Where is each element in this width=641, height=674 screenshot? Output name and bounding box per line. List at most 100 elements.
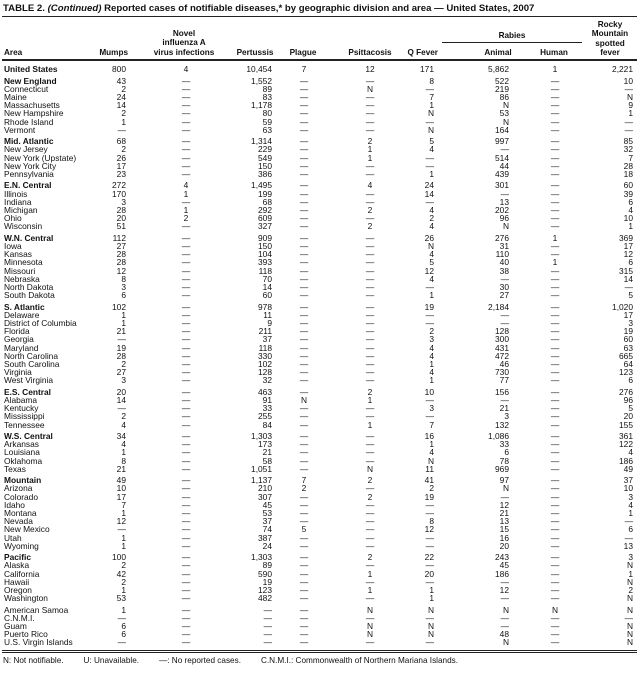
cell-pertussis: 211 — [258, 326, 272, 337]
cell-rmsf: 665 — [619, 350, 633, 361]
cell-rabies-human: — — [550, 83, 560, 94]
cell-q-fever: 11 — [425, 463, 434, 474]
table-row: New Hampshire 2 — 80 — — N 53 — 1 — [2, 108, 637, 119]
cell-rabies-human: — — [550, 290, 560, 301]
cell-area: Colorado — [4, 491, 38, 502]
cell-q-fever: 1 — [429, 593, 434, 604]
cell-q-fever: 4 — [429, 367, 434, 378]
cell-rmsf: N — [626, 621, 633, 632]
cell-pertussis: — — [263, 637, 272, 648]
cell-rmsf: 3 — [628, 552, 633, 563]
top-rule — [2, 16, 637, 17]
cell-pertussis: 1,495 — [251, 180, 272, 191]
cell-rmsf: 6 — [628, 375, 633, 386]
cell-rabies-human: — — [550, 116, 560, 127]
cell-rabies-animal: — — [500, 621, 509, 632]
cell-mumps: 23 — [116, 169, 126, 179]
cell-area: Nebraska — [4, 273, 40, 284]
cell-mumps: 20 — [116, 386, 126, 397]
cell-q-fever: — — [425, 196, 434, 207]
cell-rabies-human: 1 — [552, 232, 558, 243]
cell-area: United States — [4, 64, 58, 75]
cell-plague: — — [299, 257, 309, 268]
cell-rmsf: 63 — [623, 342, 633, 353]
cell-rabies-animal: N — [502, 116, 509, 127]
cell-rabies-animal: 439 — [495, 169, 509, 179]
cell-mumps: 49 — [116, 475, 126, 486]
cell-psittacosis: — — [365, 447, 375, 458]
cell-novel-influenza: — — [181, 282, 191, 293]
cell-novel-influenza: — — [181, 249, 191, 260]
cell-rmsf: 5 — [628, 403, 633, 414]
cell-plague: — — [299, 637, 309, 648]
cell-pertussis: 292 — [258, 205, 272, 215]
cell-plague: — — [299, 508, 309, 519]
cell-mumps: 17 — [116, 160, 126, 171]
cell-mumps: 17 — [116, 491, 126, 502]
cell-psittacosis: — — [365, 532, 375, 543]
cell-rabies-animal: 202 — [495, 205, 509, 215]
cell-area: Indiana — [4, 196, 32, 207]
cell-pertussis: 463 — [258, 386, 272, 397]
cell-psittacosis: — — [365, 612, 375, 623]
table-row: Idaho 7 — 45 — — — 12 — 4 — [2, 501, 637, 510]
cell-area: Texas — [4, 463, 26, 474]
cell-q-fever: 1 — [429, 375, 434, 386]
cell-pertussis: 387 — [258, 532, 272, 543]
cell-rabies-human: — — [550, 180, 560, 191]
cell-area: District of Columbia — [4, 318, 77, 329]
cell-q-fever: — — [425, 395, 434, 406]
cell-mumps: 1 — [121, 540, 126, 551]
cell-mumps: 8 — [121, 455, 126, 466]
cell-novel-influenza: — — [181, 532, 191, 543]
cell-rmsf: 1 — [628, 568, 633, 579]
cell-pertussis: 1,314 — [251, 136, 272, 147]
cell-plague: — — [299, 290, 309, 301]
cell-plague: — — [299, 116, 309, 127]
cell-mumps: 43 — [116, 75, 126, 86]
cell-psittacosis: — — [365, 560, 375, 571]
table-row: Iowa 27 — 150 — — N 31 — 17 — [2, 242, 637, 251]
cell-plague: — — [299, 447, 309, 458]
cell-psittacosis: — — [365, 350, 375, 361]
cell-novel-influenza: — — [181, 629, 191, 640]
cell-novel-influenza: — — [181, 108, 191, 119]
cell-rabies-human: — — [550, 508, 560, 519]
cell-area: New York City — [4, 160, 57, 171]
cell-psittacosis: — — [365, 249, 375, 260]
cell-area: Guam — [4, 621, 27, 632]
cell-psittacosis: — — [365, 100, 375, 111]
cell-novel-influenza: — — [181, 568, 191, 579]
cell-rabies-human: — — [550, 576, 560, 587]
table-row: Wyoming 1 — 24 — — — 20 — 13 — [2, 540, 637, 551]
header-rmsf-line: Mountain — [591, 29, 629, 39]
cell-mumps: — — [117, 637, 126, 648]
cell-rmsf: 10 — [623, 213, 633, 224]
cell-rmsf: 10 — [623, 483, 633, 494]
cell-mumps: 14 — [116, 395, 126, 406]
table-row: Texas 21 — 1,051 — N 11 969 — 49 — [2, 463, 637, 474]
cell-area: E.N. Central — [4, 180, 52, 191]
cell-rabies-animal: 300 — [495, 334, 509, 345]
cell-q-fever: 2 — [429, 483, 434, 494]
cell-mumps: 2 — [121, 108, 126, 119]
table-row: New York (Upstate) 26 — 549 — 1 — 514 — 7 — [2, 153, 637, 162]
header-area: Area — [4, 48, 23, 57]
cell-rmsf: N — [626, 604, 633, 615]
cell-psittacosis: — — [365, 124, 375, 135]
cell-psittacosis: — — [365, 309, 375, 320]
cell-rabies-human: — — [550, 552, 560, 563]
cell-mumps: 28 — [116, 350, 126, 361]
cell-rabies-human: — — [550, 419, 560, 430]
cell-psittacosis: — — [365, 301, 375, 312]
cell-q-fever: 4 — [429, 205, 434, 215]
cell-plague: — — [299, 108, 309, 119]
cell-plague: — — [299, 75, 309, 86]
cell-area: Arkansas — [4, 439, 39, 450]
cell-area: Wyoming — [4, 540, 39, 551]
cell-area: Florida — [4, 326, 30, 337]
cell-q-fever: — — [425, 309, 434, 320]
header-rabies-human: Human — [540, 48, 568, 57]
cell-pertussis: 37 — [262, 516, 272, 527]
cell-plague: — — [299, 144, 309, 155]
